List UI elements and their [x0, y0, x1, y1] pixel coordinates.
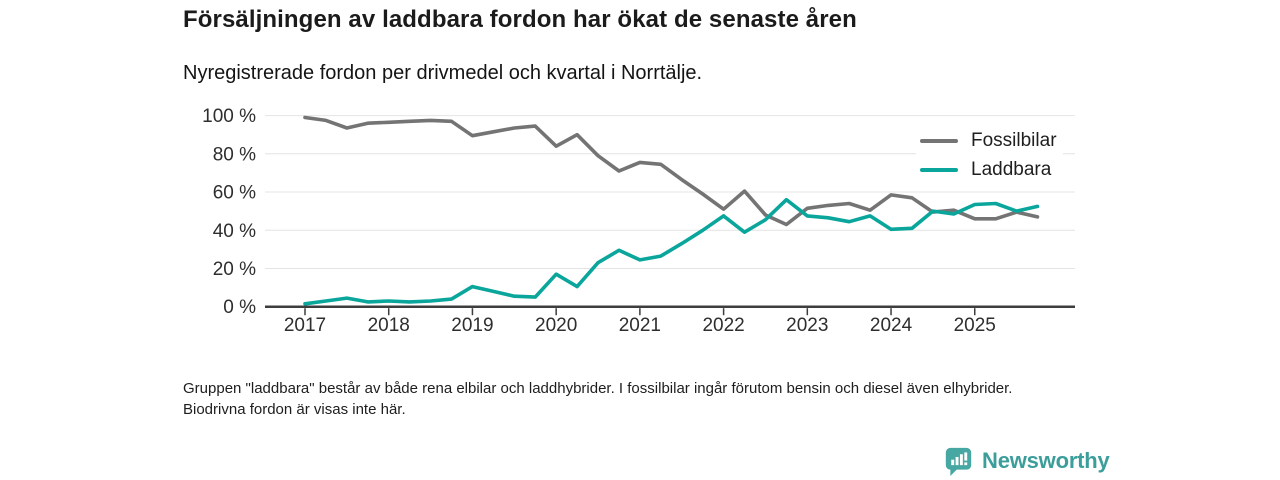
- chart-subtitle: Nyregistrerade fordon per drivmedel och …: [183, 62, 703, 84]
- legend-label-laddbara: Laddbara: [971, 159, 1052, 180]
- svg-text:2023: 2023: [786, 315, 828, 336]
- svg-text:60 %: 60 %: [213, 183, 256, 204]
- legend-label-fossilbilar: Fossilbilar: [971, 130, 1057, 151]
- svg-text:0 %: 0 %: [223, 297, 256, 318]
- svg-text:2020: 2020: [535, 315, 577, 336]
- chart-legend: Fossilbilar Laddbara: [916, 128, 1063, 185]
- chart-footnote: Gruppen "laddbara" består av både rena e…: [183, 380, 1013, 418]
- line-chart-canvas: 0 % 20 % 40 % 60 % 80 % 100 % 2017 2018 2019 2020…: [202, 106, 1075, 336]
- svg-text:2018: 2018: [368, 315, 410, 336]
- svg-text:2024: 2024: [870, 315, 913, 336]
- svg-text:2019: 2019: [451, 315, 493, 336]
- legend-item-fossilbilar: Fossilbilar: [920, 130, 1057, 152]
- svg-text:2025: 2025: [954, 315, 996, 336]
- fossilbilar-line-swatch-icon: [920, 139, 958, 143]
- legend-item-laddbara: Laddbara: [920, 159, 1057, 181]
- newsworthy-wordmark: Newsworthy: [982, 448, 1110, 473]
- newsworthy-barchart-pin-icon: [945, 447, 972, 476]
- svg-text:2017: 2017: [284, 315, 326, 336]
- svg-text:40 %: 40 %: [213, 221, 256, 242]
- laddbara-line-swatch-icon: [920, 168, 958, 172]
- svg-text:80 %: 80 %: [213, 144, 256, 165]
- chart-title: Försäljningen av laddbara fordon har öka…: [183, 6, 857, 33]
- svg-text:2021: 2021: [619, 315, 661, 336]
- svg-text:20 %: 20 %: [213, 259, 256, 280]
- svg-text:2022: 2022: [702, 315, 744, 336]
- svg-text:100 %: 100 %: [202, 106, 256, 127]
- newsworthy-logo: Newsworthy: [944, 445, 1110, 477]
